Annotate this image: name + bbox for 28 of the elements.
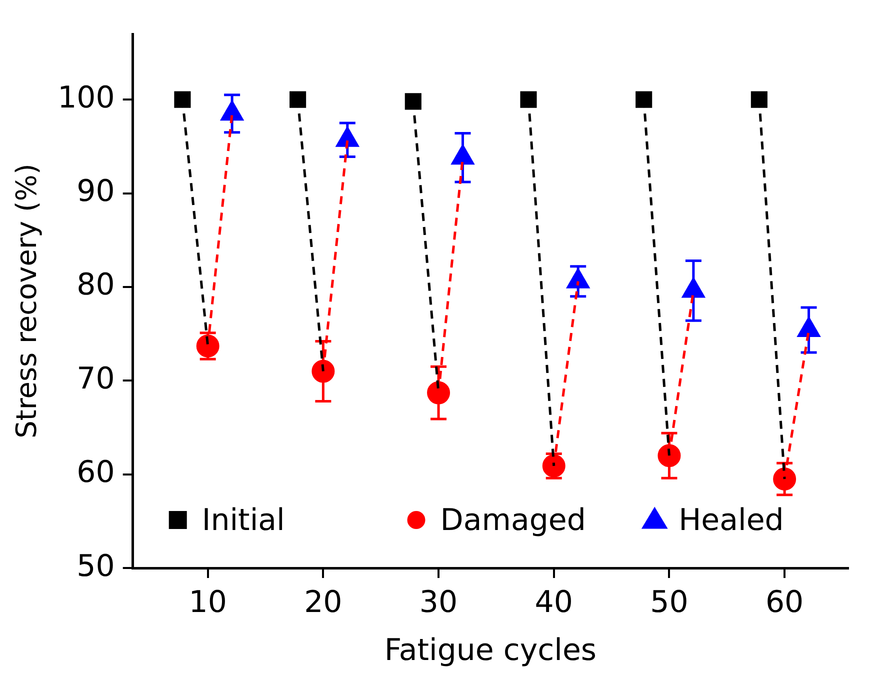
- x-tick-label: 20: [304, 584, 342, 620]
- x-tick-label: 10: [188, 584, 227, 620]
- y-tick-label: 90: [76, 174, 115, 210]
- point: [636, 91, 652, 108]
- y-tick-label: 80: [76, 268, 115, 303]
- point: [290, 91, 306, 108]
- point: [404, 93, 422, 110]
- point: [658, 444, 681, 468]
- x-tick-label: 50: [650, 584, 688, 620]
- x-tick-label: 30: [419, 584, 458, 620]
- point: [773, 468, 796, 490]
- point: [312, 360, 335, 383]
- y-tick-label: 60: [76, 455, 115, 490]
- point: [196, 334, 220, 358]
- y-tick-label: 50: [76, 548, 115, 584]
- point: [750, 91, 768, 108]
- point: [427, 381, 450, 404]
- legend-label: Damaged: [440, 502, 586, 538]
- legend-label: Initial: [202, 502, 285, 538]
- y-axis-title: Stress recovery (%): [10, 164, 44, 438]
- y-tick-label: 70: [76, 361, 115, 396]
- point: [174, 91, 191, 108]
- x-tick-label: 60: [765, 584, 804, 620]
- x-axis-title: Fatigue cycles: [384, 632, 597, 668]
- legend-label: Healed: [678, 502, 784, 538]
- y-tick-label: 100: [58, 80, 115, 116]
- point: [520, 91, 537, 108]
- x-tick-label: 40: [534, 584, 573, 620]
